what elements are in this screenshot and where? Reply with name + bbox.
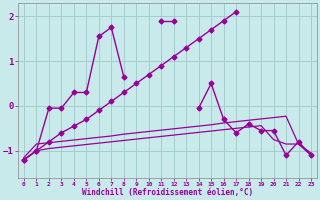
X-axis label: Windchill (Refroidissement éolien,°C): Windchill (Refroidissement éolien,°C) <box>82 188 253 197</box>
